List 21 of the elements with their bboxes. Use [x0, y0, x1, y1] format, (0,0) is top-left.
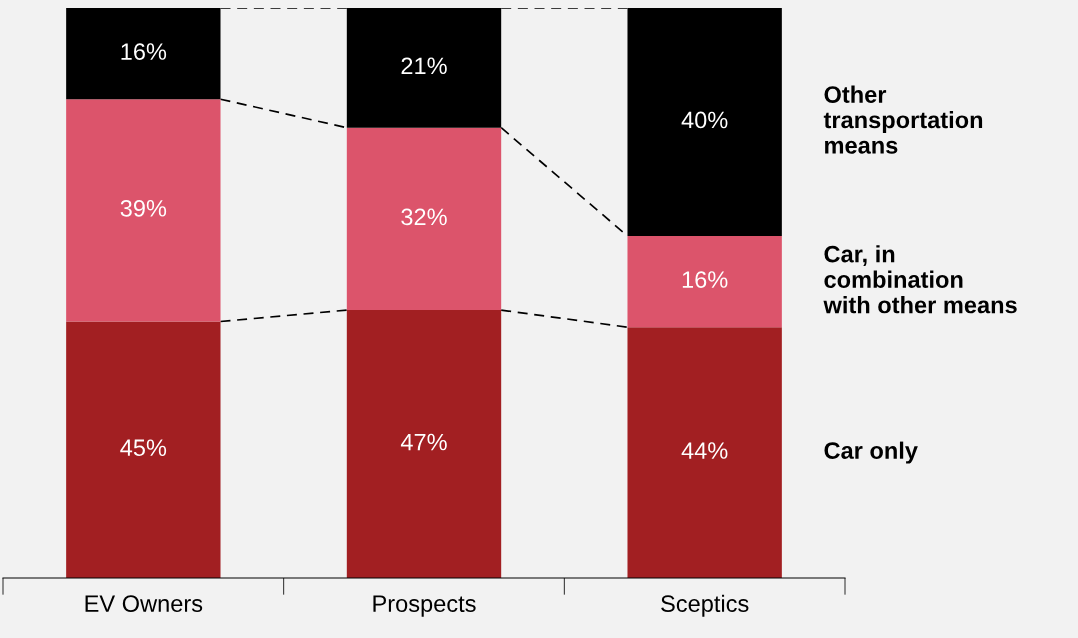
- data-label: 32%: [401, 208, 447, 226]
- x-tick-label: EV Owners: [85, 595, 203, 613]
- bar: [627, 327, 782, 578]
- data-label: 21%: [401, 57, 447, 75]
- bar: [627, 236, 782, 328]
- x-tick-label: Sceptics: [661, 594, 749, 617]
- series-label: Other transportation means: [823, 85, 983, 154]
- x-tick-label: Prospects: [373, 595, 476, 617]
- data-label: 16%: [121, 43, 167, 60]
- bar: [66, 99, 221, 322]
- bar: [346, 127, 502, 311]
- series-label: Car, in combination with other means: [823, 245, 1017, 314]
- bar: [66, 321, 221, 578]
- data-label: 40%: [681, 111, 728, 129]
- data-label: 47%: [400, 433, 447, 451]
- data-label: 16%: [682, 271, 728, 288]
- bar: [346, 310, 502, 578]
- data-label: 44%: [681, 442, 728, 459]
- series-label: Car only: [824, 441, 918, 464]
- data-label: 45%: [120, 439, 167, 457]
- data-label: 39%: [120, 199, 167, 217]
